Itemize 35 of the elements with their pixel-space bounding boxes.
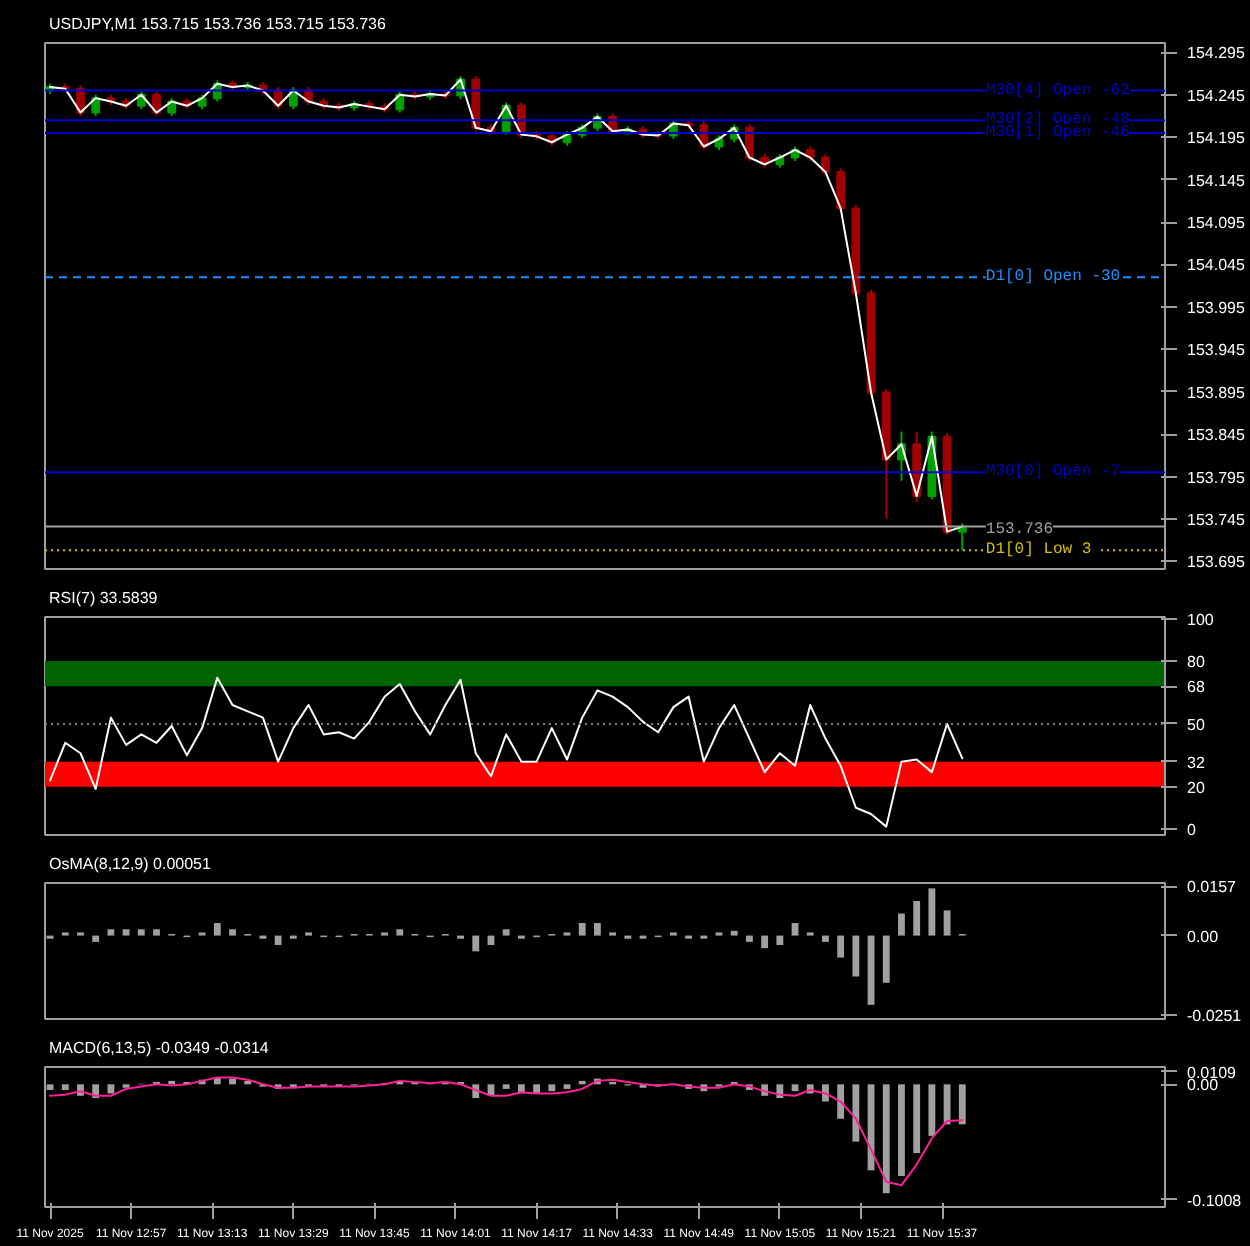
y-tick-label: 153.995	[1187, 298, 1246, 317]
y-tick-label: 154.295	[1187, 44, 1246, 63]
y-tick-label: 154.095	[1187, 214, 1246, 233]
y-tick-label: 0.00	[1187, 927, 1220, 946]
y-tick-label: 100	[1187, 611, 1215, 630]
chart-title: MACD(6,13,5) -0.0349 -0.0314	[49, 1039, 270, 1057]
ref-line-label: D1[0] Low 3	[985, 541, 1092, 560]
y-tick-label: 153.895	[1187, 383, 1246, 402]
chart-title: RSI(7) 33.5839	[49, 589, 159, 607]
ref-line-label: D1[0] Open -30	[985, 268, 1121, 287]
ref-line-label: M30[0] Open -7	[985, 463, 1121, 482]
y-tick-label: 20	[1187, 778, 1206, 797]
y-tick-label: 153.845	[1187, 426, 1246, 445]
y-tick-label: 154.195	[1187, 129, 1246, 148]
y-tick-label: 50	[1187, 715, 1206, 734]
y-tick-label: 0	[1187, 820, 1197, 839]
y-tick-label: 153.695	[1187, 553, 1246, 572]
ref-line-label: M30[4] Open -62	[985, 81, 1131, 100]
y-tick-label: 154.145	[1187, 171, 1246, 190]
y-tick-label: 0.00	[1187, 1076, 1220, 1095]
y-tick-label: 32	[1187, 753, 1206, 772]
y-tick-label: 153.945	[1187, 341, 1246, 360]
y-tick-label: 153.795	[1187, 468, 1246, 487]
chart-title: OsMA(8,12,9) 0.00051	[49, 855, 212, 873]
chart-title: USDJPY,M1 153.715 153.736 153.715 153.736	[49, 15, 387, 33]
y-tick-label: 0.0109	[1187, 1063, 1238, 1082]
y-tick-label: 154.045	[1187, 256, 1246, 275]
y-tick-label: 154.245	[1187, 86, 1246, 105]
y-tick-label: -0.1008	[1187, 1191, 1243, 1210]
y-tick-label: 68	[1187, 678, 1206, 697]
y-tick-label: 153.745	[1187, 510, 1246, 529]
y-tick-label: -0.0251	[1187, 1006, 1243, 1025]
ref-line-label: 153.736	[985, 520, 1054, 539]
y-tick-label: 80	[1187, 653, 1206, 672]
y-tick-label: 0.0157	[1187, 878, 1238, 897]
